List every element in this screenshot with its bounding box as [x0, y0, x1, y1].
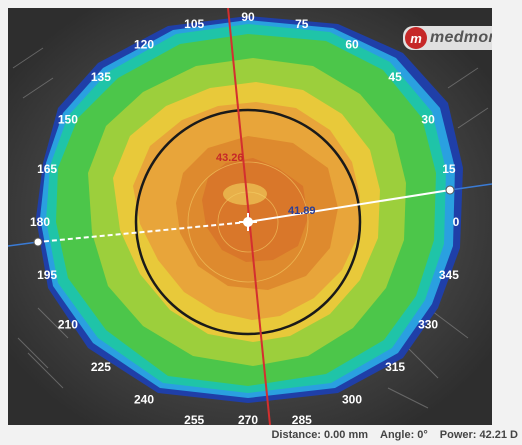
angle-label-165: 165 — [37, 162, 57, 176]
grid-rings — [187, 161, 309, 283]
status-bar: Distance: 0.00 mm Angle: 0° Power: 42.21… — [8, 426, 518, 443]
topography-viewer[interactable]: 43.26 41.89 90 75 60 45 30 15 0 345 330 315 300 285… — [8, 8, 492, 425]
distance-value: 0.00 mm — [323, 428, 369, 441]
angle-label-105: 105 — [184, 17, 204, 31]
distance-label: Distance: — [271, 428, 321, 441]
angle-label-270: 270 — [238, 413, 258, 425]
flat-meridian-line[interactable] — [247, 189, 451, 223]
angle-label-75: 75 — [295, 17, 309, 31]
angle-label-330: 330 — [418, 318, 438, 332]
central-pale-patch — [223, 183, 267, 205]
meridian-endpoint-right[interactable] — [445, 185, 455, 195]
angle-label-135: 135 — [91, 70, 111, 84]
center-cursor[interactable] — [239, 213, 257, 231]
medmont-logo: m medmont — [403, 26, 492, 50]
power-color-bands — [36, 16, 463, 403]
flat-meridian-extension — [8, 241, 39, 247]
corneal-topography-map[interactable]: 43.26 41.89 90 75604530150345330315300285… — [8, 8, 492, 425]
steep-meridian-value: 43.26 — [216, 152, 244, 164]
eyelash-texture — [12, 47, 489, 409]
logo-text: medmont — [430, 29, 492, 46]
angle-label: Angle: — [380, 428, 415, 441]
band-orange-dark — [202, 158, 308, 262]
logo-mark-icon: m — [405, 27, 427, 49]
angle-label-180: 180 — [30, 215, 50, 229]
angle-label-345: 345 — [439, 268, 459, 282]
angle-label-195: 195 — [37, 268, 57, 282]
angle-label-300: 300 — [342, 393, 362, 407]
angle-label-120: 120 — [134, 38, 154, 52]
angle-label-210: 210 — [58, 318, 78, 332]
flat-meridian-value: 41.89 — [288, 205, 316, 217]
angle-label-60: 60 — [345, 38, 359, 52]
power-label: Power: — [439, 428, 477, 441]
angle-label-285: 285 — [292, 413, 312, 425]
angle-label-0: 0 — [453, 215, 460, 229]
angle-label-90: 90 — [241, 10, 255, 24]
angle-label-240: 240 — [134, 393, 154, 407]
angle-label-315: 315 — [385, 360, 405, 374]
zone-ring — [134, 108, 362, 336]
flat-meridian-extension-right — [449, 183, 492, 191]
angle-label-150: 150 — [58, 113, 78, 127]
flat-meridian-dashed-line[interactable] — [37, 221, 249, 243]
angle-label-225: 225 — [91, 360, 111, 374]
angle-label-15: 15 — [442, 162, 456, 176]
power-value: 42.21 D — [479, 428, 518, 441]
angle-label-30: 30 — [421, 113, 435, 127]
angle-labels: 90 75604530150345330315300285270255240225… — [30, 10, 460, 425]
meridian-endpoint-left[interactable] — [33, 237, 43, 247]
angle-label-45: 45 — [388, 70, 402, 84]
angle-label-255: 255 — [184, 413, 204, 425]
angle-value: 0° — [417, 428, 428, 441]
